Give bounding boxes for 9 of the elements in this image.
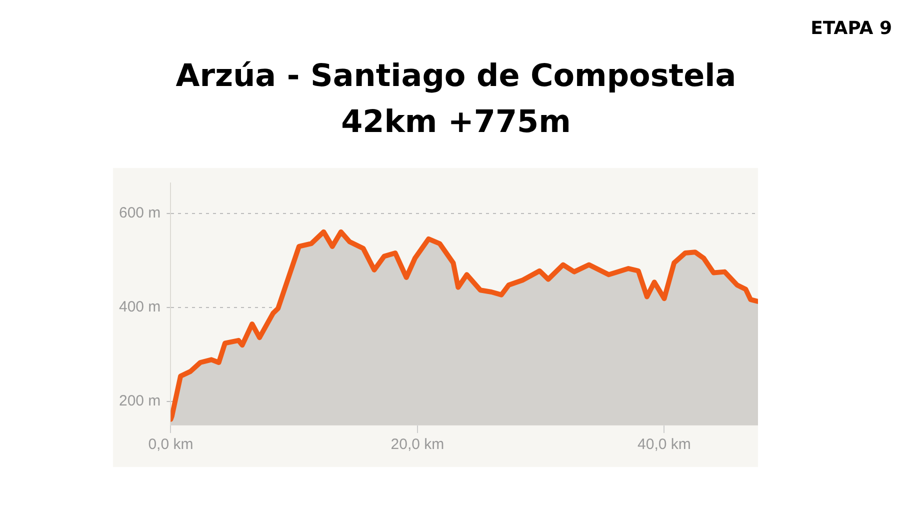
x-tick-label: 20,0 km <box>390 436 444 454</box>
x-tick-label: 40,0 km <box>638 436 691 454</box>
y-tick-label: 200 m <box>118 392 161 410</box>
chart-title: Arzúa - Santiago de Compostela <box>174 58 738 94</box>
chart-subtitle: 42km +775m <box>340 104 572 140</box>
y-tick-label: 600 m <box>118 204 161 222</box>
y-tick-label: 400 m <box>118 298 161 316</box>
text: ETAPA 9 <box>810 18 892 39</box>
x-tick-label: 0,0 km <box>148 436 194 454</box>
